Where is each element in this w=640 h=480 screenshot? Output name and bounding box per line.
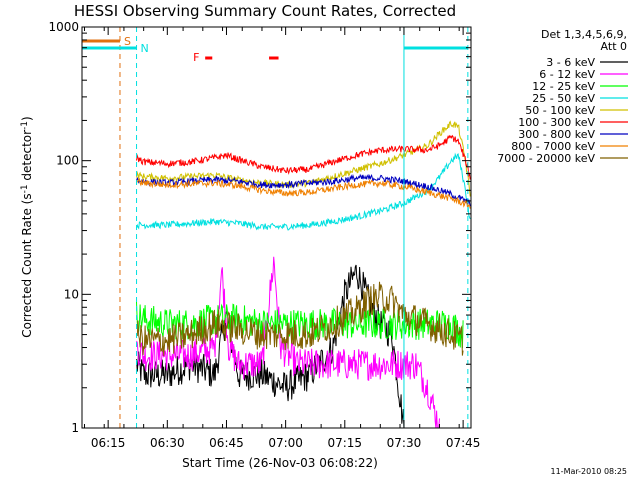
legend-label-4: 50 - 100 keV [525, 104, 595, 117]
series-line-0 [136, 264, 405, 429]
x-tick-label-0: 06:15 [91, 436, 126, 450]
x-tick-label-1: 06:30 [150, 436, 185, 450]
legend-header-attenuator: Att 0 [601, 40, 627, 53]
y-axis-label-mid: detector [20, 130, 34, 185]
series-line-8 [136, 281, 464, 356]
y-tick-label-3: 1000 [48, 20, 79, 34]
x-tick-label-5: 07:30 [387, 436, 422, 450]
series-layer [136, 120, 471, 429]
x-tick-label-2: 06:45 [209, 436, 244, 450]
x-tick-label-4: 07:15 [327, 436, 362, 450]
series-line-5 [136, 134, 471, 180]
series-line-3 [136, 152, 471, 231]
y-tick-label-2: 100 [56, 154, 79, 168]
series-line-7 [136, 177, 471, 209]
marker-label-n: N [141, 42, 149, 55]
legend-label-1: 6 - 12 keV [539, 68, 595, 81]
x-tick-label-6: 07:45 [446, 436, 481, 450]
legend-label-5: 100 - 300 keV [518, 116, 595, 129]
y-axis-label-sup1: -1 [20, 184, 30, 193]
legend-label-8: 7000 - 20000 keV [497, 152, 595, 165]
generation-timestamp: 11-Mar-2010 08:25 [551, 467, 628, 476]
y-tick-label-0: 1 [71, 421, 79, 435]
flare-label: F [193, 51, 199, 64]
legend-label-3: 25 - 50 keV [532, 92, 595, 105]
axis-layer: 06:15 06:30 06:45 07:00 07:15 07:30 07:45 1 10 10… [48, 20, 480, 450]
x-tick-label-3: 07:00 [268, 436, 303, 450]
legend-label-6: 300 - 800 keV [518, 128, 595, 141]
y-tick-label-1: 10 [64, 287, 79, 301]
series-line-6 [136, 173, 471, 207]
plot-frame [81, 26, 472, 429]
legend-label-0: 3 - 6 keV [546, 56, 595, 69]
legend-label-7: 800 - 7000 keV [511, 140, 595, 153]
legend-label-2: 12 - 25 keV [532, 80, 595, 93]
y-axis-label-main: Corrected Count Rate (s [20, 193, 34, 337]
chart-title: HESSI Observing Summary Count Rates, Cor… [74, 2, 456, 20]
y-axis-label-sup2: -1 [20, 121, 30, 130]
y-axis-label: Corrected Count Rate (s-1 detector-1) [20, 116, 34, 337]
series-line-2 [136, 301, 464, 349]
y-axis-label-end: ) [20, 116, 34, 121]
legend-header-detectors: Det 1,3,4,5,6,9, [541, 28, 627, 41]
x-axis-label: Start Time (26-Nov-03 06:08:22) [182, 456, 378, 470]
marker-layer: SN F [82, 27, 469, 428]
marker-label-s: S [124, 35, 131, 48]
